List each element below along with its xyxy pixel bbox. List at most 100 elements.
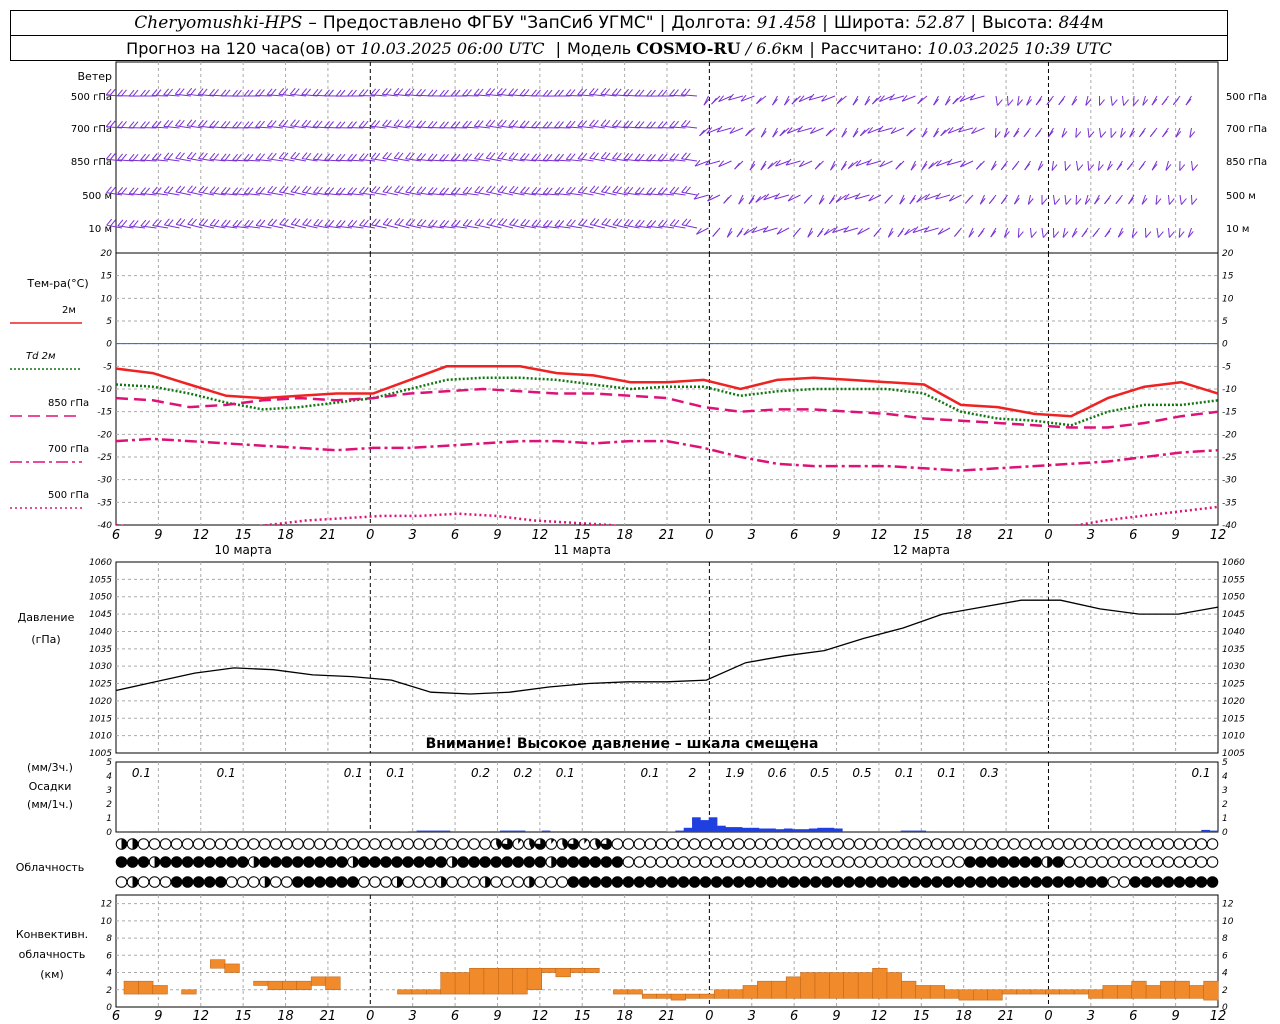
wind-barb — [890, 127, 905, 134]
wind-barb-feather — [1172, 98, 1179, 106]
wind-barb-feather — [775, 159, 781, 167]
cloud-cover-circle — [314, 876, 326, 888]
wind-barb-feather — [685, 219, 692, 226]
wind-barb — [359, 94, 376, 97]
wind-barb-feather — [117, 89, 123, 97]
wind-barb-feather — [443, 121, 449, 129]
hour-label-temp: 0 — [1044, 528, 1052, 543]
cloud-cover-fill — [441, 876, 447, 888]
wind-barb-feather — [151, 186, 158, 194]
press-tick-left: 1055 — [89, 575, 112, 585]
wind-barb-feather — [278, 151, 285, 159]
wind-barb-feather — [1099, 99, 1105, 106]
press-tick-left: 1060 — [89, 558, 112, 568]
cloud-cover-circle — [490, 876, 502, 888]
cloud-cover-circle — [159, 838, 172, 850]
wind-barb-feather — [523, 186, 530, 194]
wind-barb — [879, 160, 893, 168]
wind-barb — [776, 227, 790, 235]
wind-barb-feather — [933, 98, 939, 106]
conv-cloud-bar — [685, 993, 701, 999]
wind-barb-feather — [209, 88, 215, 96]
cloud-cover-circle — [1085, 856, 1098, 868]
hour-label-temp: 12 — [1210, 528, 1227, 543]
wind-barb-feather — [405, 152, 411, 159]
wind-barb — [821, 95, 836, 102]
wind-barb-feather — [523, 120, 530, 128]
conv-tick-left: 6 — [106, 951, 112, 961]
wind-barb-feather — [351, 220, 358, 227]
precip-bar — [516, 830, 526, 832]
wind-barb — [232, 193, 249, 196]
wind-barb-feather — [163, 218, 170, 226]
wind-barb-feather — [316, 89, 323, 96]
wind-barb-feather — [546, 187, 553, 195]
wind-barb-feather — [1007, 99, 1014, 106]
wind-barb — [439, 159, 456, 162]
wind-barb-feather — [301, 152, 308, 159]
wind-barb-feather — [362, 89, 369, 96]
wind-barb-feather — [416, 88, 422, 96]
wind-barb — [681, 224, 698, 229]
wind-barb-feather — [1000, 163, 1007, 171]
wind-barb-feather — [117, 153, 124, 161]
wind-barb — [1168, 194, 1170, 205]
wind-barb-feather — [1000, 197, 1007, 205]
wind-barb — [658, 126, 675, 129]
temp-tick-right: -30 — [1222, 476, 1237, 486]
wind-barb-feather — [743, 228, 750, 236]
wind-barb-feather — [937, 228, 944, 235]
lon-value: 91.458 — [756, 13, 817, 33]
wind-barb — [578, 191, 594, 196]
wind-barb-feather — [965, 197, 971, 204]
wind-barb — [623, 158, 640, 162]
wind-barb — [1003, 127, 1008, 138]
wind-barb-feather — [163, 88, 170, 96]
cloud-cover-circle — [909, 876, 921, 888]
cloud-cover-circle — [424, 856, 436, 868]
wind-barb — [520, 158, 537, 162]
wind-barb-feather — [316, 186, 323, 194]
wind-barb-feather — [328, 220, 335, 227]
cloud-cover-circle — [148, 876, 161, 888]
cloud-cover-circle — [1074, 876, 1087, 888]
cloud-cover-circle — [468, 876, 480, 888]
alt-unit: м — [1090, 13, 1104, 33]
wind-barb-feather — [1031, 231, 1037, 238]
cloud-cover-fill — [452, 856, 458, 868]
wind-barb — [175, 191, 192, 196]
cloud-cover-circle — [1008, 856, 1020, 868]
conv-cloud-bar — [843, 972, 859, 999]
wind-barb — [164, 224, 180, 229]
temp-series-line — [116, 365, 1218, 418]
wind-barb-feather — [270, 88, 277, 96]
wind-barb-feather — [1162, 130, 1168, 138]
conv-cloud-bar — [915, 985, 931, 999]
wind-barb-feather — [1062, 231, 1069, 238]
wind-barb-feather — [186, 151, 193, 159]
wind-barb-feather — [347, 219, 354, 227]
hour-label-temp: 6 — [790, 528, 798, 543]
hour-label-temp: 3 — [409, 528, 417, 543]
wind-barb-feather — [473, 119, 480, 127]
wind-barb-feather — [328, 187, 335, 195]
wind-barb-feather — [508, 88, 515, 95]
wind-barb-feather — [512, 88, 519, 96]
wind-barb — [370, 94, 387, 97]
cloud-cover-circle — [1162, 838, 1175, 850]
cloud-cover-circle — [303, 876, 315, 888]
conv-cloud-bar — [310, 976, 327, 986]
cloud-cover-circle — [325, 856, 337, 868]
cloud-cover-circle — [986, 856, 998, 868]
cloud-cover-circle — [269, 856, 282, 868]
wind-barb — [1076, 160, 1079, 171]
cloud-cover-fill — [352, 856, 359, 868]
wind-barb-feather — [787, 194, 794, 202]
precip-3h-sum: 0.1 — [937, 766, 956, 780]
cloud-cover-circle — [336, 838, 348, 850]
cloud-cover-circle — [1173, 838, 1186, 850]
wind-barb-feather — [638, 89, 645, 97]
wind-barb-feather — [661, 121, 668, 128]
wind-barb-feather — [1155, 198, 1162, 205]
wind-title: Ветер — [78, 70, 112, 83]
